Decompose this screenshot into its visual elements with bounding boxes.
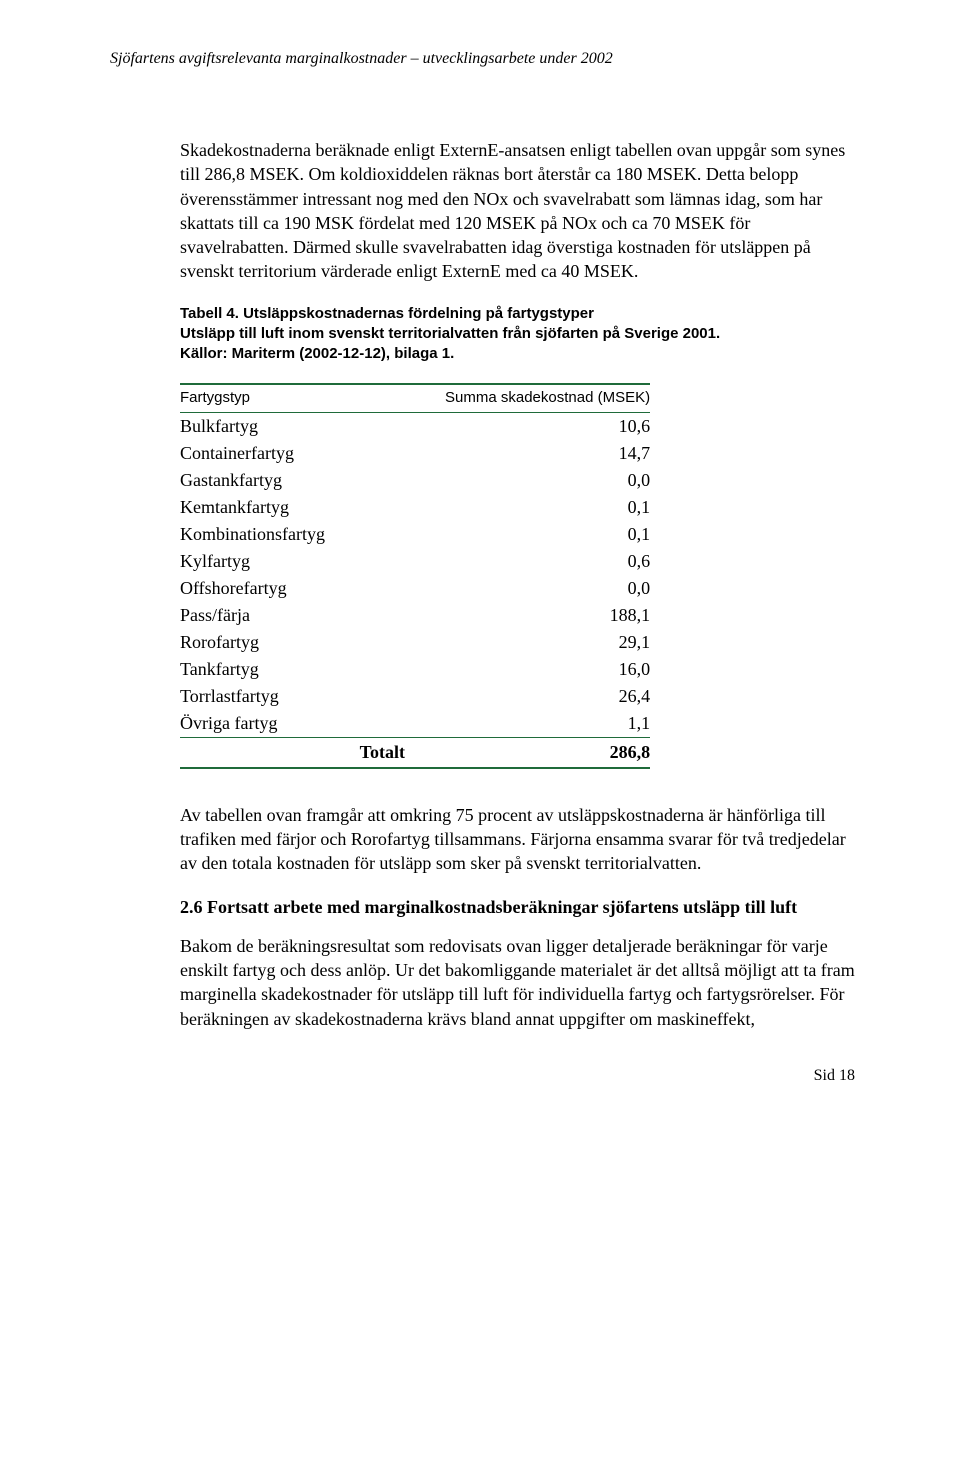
table-row: Bulkfartyg10,6 (180, 412, 650, 440)
row-value: 0,1 (445, 521, 650, 548)
table-row: Kylfartyg0,6 (180, 548, 650, 575)
row-value: 10,6 (445, 412, 650, 440)
row-value: 0,1 (445, 494, 650, 521)
table-caption: Tabell 4. Utsläppskostnadernas fördelnin… (180, 304, 855, 365)
paragraph-3: Bakom de beräkningsresultat som redovisa… (180, 934, 855, 1031)
table-row: Gastankfartyg0,0 (180, 467, 650, 494)
table-header-row: Fartygstyp Summa skadekostnad (MSEK) (180, 384, 650, 413)
row-label: Tankfartyg (180, 656, 445, 683)
row-value: 29,1 (445, 629, 650, 656)
row-label: Övriga fartyg (180, 710, 445, 738)
row-value: 14,7 (445, 440, 650, 467)
row-value: 0,0 (445, 575, 650, 602)
running-header: Sjöfartens avgiftsrelevanta marginalkost… (110, 50, 855, 68)
row-label: Gastankfartyg (180, 467, 445, 494)
row-label: Bulkfartyg (180, 412, 445, 440)
row-label: Kylfartyg (180, 548, 445, 575)
row-label: Pass/färja (180, 602, 445, 629)
row-value: 16,0 (445, 656, 650, 683)
total-label: Totalt (180, 737, 445, 768)
table-row: Offshorefartyg0,0 (180, 575, 650, 602)
table-col-header-type: Fartygstyp (180, 384, 445, 413)
table-row: Rorofartyg29,1 (180, 629, 650, 656)
total-value: 286,8 (445, 737, 650, 768)
paragraph-1: Skadekostnaderna beräknade enligt Extern… (180, 138, 855, 284)
page-number: Sid 18 (180, 1067, 855, 1085)
cost-table: Fartygstyp Summa skadekostnad (MSEK) Bul… (180, 383, 650, 769)
table-row: Torrlastfartyg26,4 (180, 683, 650, 710)
table-row: Tankfartyg16,0 (180, 656, 650, 683)
row-value: 26,4 (445, 683, 650, 710)
row-value: 1,1 (445, 710, 650, 738)
row-value: 0,6 (445, 548, 650, 575)
row-value: 0,0 (445, 467, 650, 494)
row-value: 188,1 (445, 602, 650, 629)
section-heading: 2.6 Fortsatt arbete med marginalkostnads… (180, 895, 855, 919)
row-label: Kemtankfartyg (180, 494, 445, 521)
table-row: Kombinationsfartyg0,1 (180, 521, 650, 548)
table-row: Containerfartyg14,7 (180, 440, 650, 467)
table-row: Övriga fartyg1,1 (180, 710, 650, 738)
row-label: Torrlastfartyg (180, 683, 445, 710)
table-row: Kemtankfartyg0,1 (180, 494, 650, 521)
row-label: Kombinationsfartyg (180, 521, 445, 548)
page-container: Sjöfartens avgiftsrelevanta marginalkost… (0, 0, 960, 1125)
table-row: Pass/färja188,1 (180, 602, 650, 629)
row-label: Containerfartyg (180, 440, 445, 467)
table-col-header-cost: Summa skadekostnad (MSEK) (445, 384, 650, 413)
paragraph-2: Av tabellen ovan framgår att omkring 75 … (180, 803, 855, 876)
table-total-row: Totalt 286,8 (180, 737, 650, 768)
row-label: Offshorefartyg (180, 575, 445, 602)
row-label: Rorofartyg (180, 629, 445, 656)
